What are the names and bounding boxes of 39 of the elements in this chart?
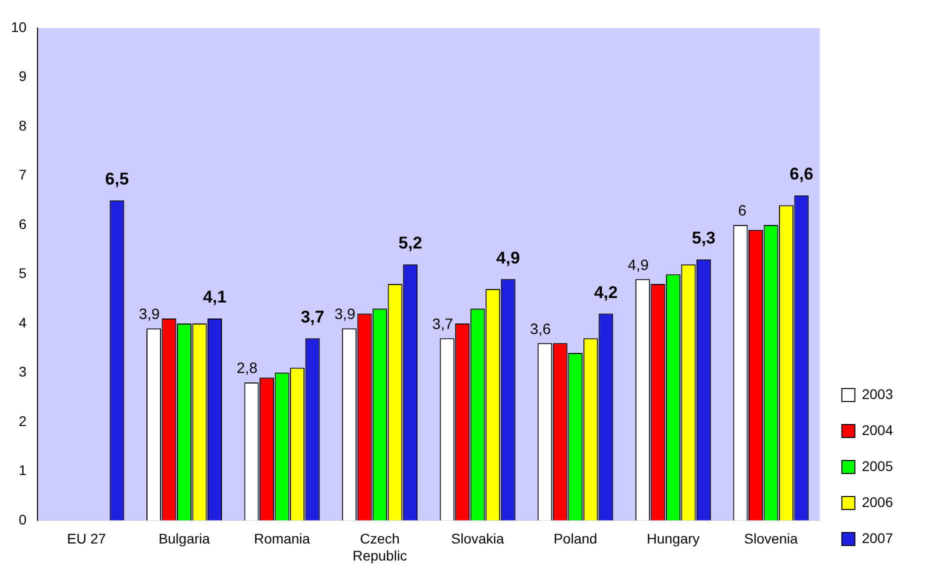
data-label: 6 (738, 202, 746, 220)
data-label: 6,5 (105, 170, 129, 189)
y-tick-label: 8 (18, 117, 27, 134)
data-label: 3,9 (334, 306, 356, 324)
x-tick-label: Hungary (646, 530, 700, 547)
x-tick-label: Romania (254, 530, 310, 547)
y-tick-label: 10 (10, 18, 27, 35)
legend-label: 2004 (862, 422, 894, 438)
data-label: 4,2 (594, 282, 618, 302)
data-label: 5,3 (692, 228, 716, 248)
x-tick-label: Czech Republic (352, 530, 408, 564)
legend-label: 2006 (862, 494, 894, 510)
y-tick-label: 5 (18, 265, 27, 282)
data-label: 5,2 (398, 234, 422, 253)
y-tick-label: 1 (18, 462, 27, 478)
legend-label: 2003 (862, 386, 894, 402)
data-label: 4,9 (628, 256, 649, 274)
y-tick-label: 2 (18, 412, 27, 429)
x-tick-label: EU 27 (67, 530, 106, 547)
data-label: 3,7 (300, 307, 324, 326)
y-tick-label: 7 (18, 166, 27, 183)
legend-label: 2007 (862, 530, 894, 546)
data-label: 3,6 (530, 320, 551, 338)
data-label: 3,7 (432, 316, 454, 333)
x-tick-label: Poland (554, 530, 598, 547)
x-tick-label: Slovakia (451, 530, 504, 547)
data-label: 4,1 (202, 288, 227, 307)
data-label: 2,8 (236, 360, 258, 378)
data-label: 3,9 (138, 306, 160, 324)
y-tick-label: 4 (18, 314, 27, 330)
y-tick-label: 6 (18, 216, 27, 232)
data-label: 6,6 (790, 164, 814, 184)
data-label: 4,9 (496, 248, 520, 268)
x-tick-label: Slovenia (744, 530, 798, 547)
y-tick-label: 3 (18, 364, 27, 380)
x-tick-label: Bulgaria (158, 530, 210, 547)
y-tick-label: 9 (18, 68, 27, 84)
legend-label: 2005 (862, 458, 894, 474)
y-tick-label: 0 (18, 511, 27, 528)
